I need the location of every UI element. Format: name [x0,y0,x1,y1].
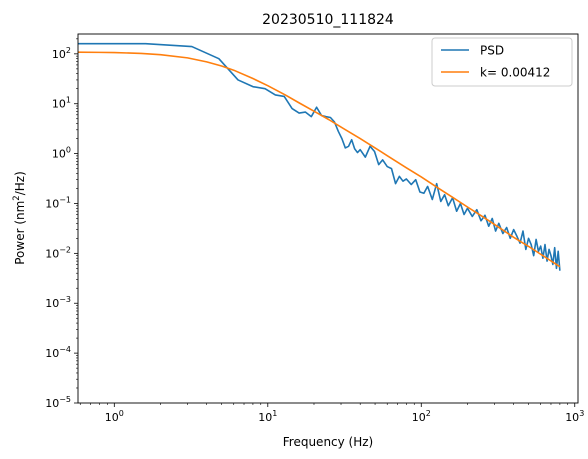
y-tick-label: 10−2 [45,245,71,260]
plot-area [78,34,578,403]
y-tick-label: 10−5 [45,395,71,410]
x-tick-label: 103 [565,409,584,424]
x-axis-label: Frequency (Hz) [283,435,374,449]
y-axis-label: Power (nm2/Hz) [12,171,27,265]
y-tick-label: 10−4 [45,345,71,360]
legend: PSD k= 0.00412 [431,37,573,87]
series-layer [78,42,561,271]
legend-label-fit: k= 0.00412 [480,66,550,80]
x-tick-label: 101 [258,409,277,424]
x-tick-label: 102 [412,409,431,424]
y-tick-label: 102 [52,46,71,61]
y-tick-label: 10−1 [45,195,71,210]
y-tick-label: 101 [52,96,71,111]
plot-frame [77,33,579,404]
y-axis-ticks: 10−5 10−4 10−3 10−2 10−1 100 101 102 [45,38,78,410]
y-tick-label: 10−3 [45,295,71,310]
legend-label-psd: PSD [480,44,504,58]
fit-series-line [78,51,561,268]
x-tick-label: 100 [105,409,124,424]
x-axis-ticks: 100 101 102 103 [79,403,584,424]
y-tick-label: 100 [52,146,71,161]
chart-title: 20230510_111824 [262,12,394,28]
